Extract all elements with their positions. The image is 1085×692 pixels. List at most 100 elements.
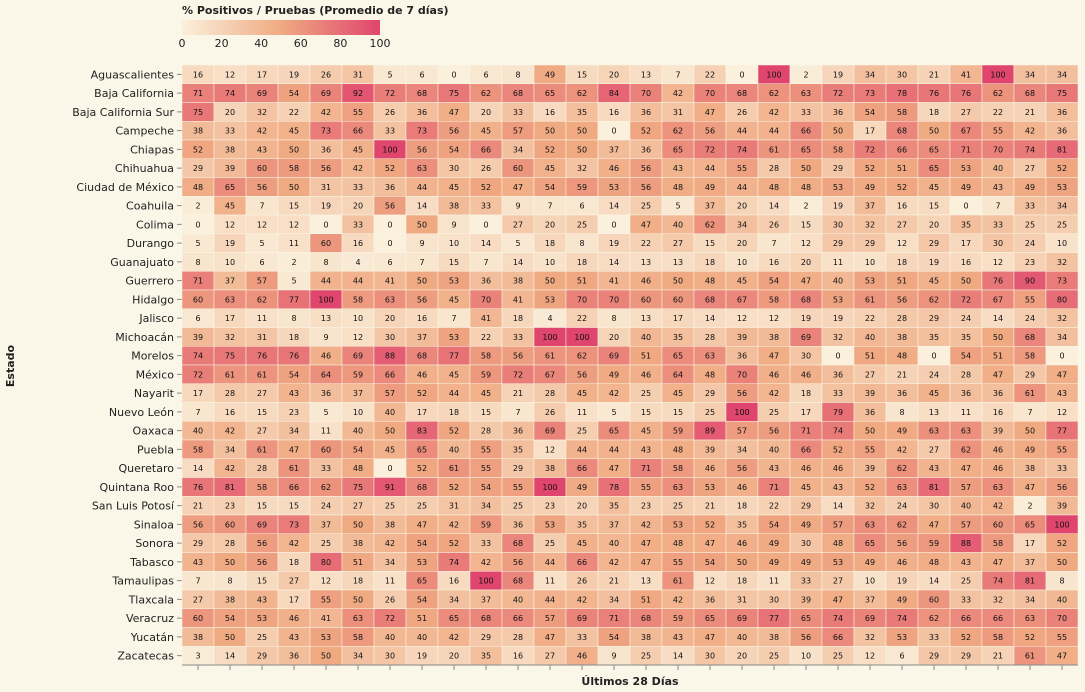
cell-value-label: 56 (577, 370, 587, 379)
cell-value-label: 45 (353, 145, 363, 154)
cell-value-label: 60 (673, 295, 683, 304)
cell-value-label: 58 (673, 464, 683, 473)
heatmap-row: Chiapas 52 38 43 50 36 45 100 56 54 66 34 52 50 37 36 65… (130, 139, 1079, 159)
cell-value-label: 63 (385, 295, 395, 304)
cell-value-label: 43 (993, 183, 1003, 192)
row-label: Guerrero (125, 275, 174, 288)
cell-value-label: 74 (737, 145, 747, 154)
cell-value-label: 50 (1025, 427, 1035, 436)
cell-value-label: 50 (577, 127, 587, 136)
cell-value-label: 25 (385, 502, 395, 511)
cell-value-label: 38 (513, 277, 523, 286)
cell-value-label: 46 (609, 164, 619, 173)
cell-value-label: 9 (323, 333, 328, 342)
cell-value-label: 56 (257, 558, 267, 567)
cell-value-label: 66 (353, 127, 363, 136)
cell-value-label: 19 (289, 70, 299, 79)
cell-value-label: 55 (1057, 633, 1067, 642)
cell-value-label: 20 (449, 652, 459, 661)
cell-value-label: 42 (769, 389, 779, 398)
cell-value-label: 43 (673, 164, 683, 173)
cell-value-label: 73 (289, 520, 299, 529)
cell-value-label: 55 (641, 483, 651, 492)
cell-value-label: 58 (993, 539, 1003, 548)
cell-value-label: 40 (353, 427, 363, 436)
cell-value-label: 15 (289, 202, 299, 211)
heatmap-row: Sinaloa 56 60 69 73 37 50 38 47 42 59 36 53 35 37 42 53 5… (134, 514, 1079, 534)
cell-value-label: 25 (1025, 220, 1035, 229)
cell-value-label: 33 (1025, 202, 1035, 211)
cell-value-label: 23 (1025, 258, 1035, 267)
cell-value-label: 24 (929, 370, 939, 379)
cell-value-label: 46 (417, 370, 427, 379)
cell-value-label: 55 (737, 164, 747, 173)
cell-value-label: 13 (641, 577, 651, 586)
cell-value-label: 39 (801, 595, 811, 604)
cell-value-label: 22 (705, 70, 715, 79)
cell-value-label: 58 (481, 352, 491, 361)
cell-value-label: 40 (865, 333, 875, 342)
row-label: Puebla (137, 443, 174, 456)
cell-value-label: 30 (385, 652, 395, 661)
cell-value-label: 5 (323, 408, 328, 417)
cell-value-label: 33 (481, 202, 491, 211)
cell-value-label: 47 (609, 464, 619, 473)
cell-value-label: 46 (897, 558, 907, 567)
cell-value-label: 17 (257, 70, 267, 79)
cell-value-label: 6 (483, 70, 488, 79)
cell-value-label: 100 (542, 483, 557, 492)
cell-value-label: 29 (801, 502, 811, 511)
cell-value-label: 65 (417, 445, 427, 454)
cell-value-label: 28 (705, 333, 715, 342)
cell-value-label: 17 (673, 314, 683, 323)
cell-value-label: 36 (705, 595, 715, 604)
cell-value-label: 0 (387, 464, 392, 473)
cell-value-label: 43 (929, 464, 939, 473)
cell-value-label: 33 (833, 389, 843, 398)
heatmap-row: Zacatecas 3 14 29 36 50 34 30 19 20 35 16 27 46 9 25 14 3… (117, 646, 1079, 666)
cell-value-label: 8 (195, 258, 200, 267)
cell-value-label: 56 (257, 539, 267, 548)
row-label: San Luis Potosí (92, 500, 175, 513)
cell-value-label: 91 (385, 483, 395, 492)
row-label: Michoacán (115, 331, 174, 344)
cell-value-label: 29 (513, 464, 523, 473)
row-label: Baja California (94, 87, 174, 100)
cell-value-label: 47 (929, 520, 939, 529)
x-axis-title: Últimos 28 Días (581, 675, 679, 688)
cell-value-label: 22 (289, 108, 299, 117)
cell-value-label: 31 (353, 70, 363, 79)
cell-value-label: 55 (513, 483, 523, 492)
cell-value-label: 74 (225, 89, 235, 98)
cell-value-label: 49 (897, 595, 907, 604)
cell-value-label: 33 (481, 539, 491, 548)
cell-value-label: 74 (993, 577, 1003, 586)
cell-value-label: 67 (993, 295, 1003, 304)
cell-value-label: 45 (289, 127, 299, 136)
cell-value-label: 36 (641, 145, 651, 154)
row-label: Aguascalientes (91, 68, 175, 81)
cell-value-label: 36 (481, 277, 491, 286)
cell-value-label: 66 (577, 464, 587, 473)
cell-value-label: 16 (353, 239, 363, 248)
cell-value-label: 21 (1025, 108, 1035, 117)
cell-value-label: 18 (737, 502, 747, 511)
cell-value-label: 10 (801, 652, 811, 661)
cell-value-label: 11 (769, 577, 779, 586)
cell-value-label: 68 (513, 577, 523, 586)
cell-value-label: 30 (801, 352, 811, 361)
cell-value-label: 42 (609, 558, 619, 567)
cell-value-label: 37 (865, 202, 875, 211)
cell-value-label: 27 (353, 502, 363, 511)
cell-value-label: 62 (481, 89, 491, 98)
cell-value-label: 7 (483, 258, 488, 267)
cell-value-label: 68 (481, 614, 491, 623)
cell-value-label: 46 (801, 370, 811, 379)
cell-value-label: 34 (737, 220, 747, 229)
cell-value-label: 40 (993, 164, 1003, 173)
cell-value-label: 0 (387, 220, 392, 229)
cell-value-label: 73 (865, 89, 875, 98)
cell-value-label: 18 (545, 239, 555, 248)
cell-value-label: 14 (929, 577, 939, 586)
cell-value-label: 60 (929, 595, 939, 604)
